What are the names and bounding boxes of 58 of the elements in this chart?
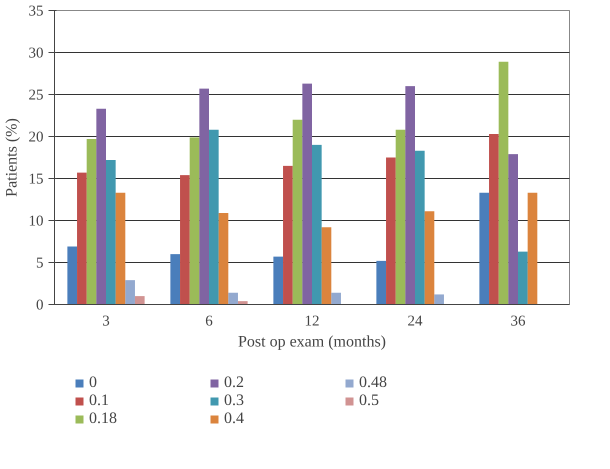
bar <box>116 192 126 304</box>
y-tick-label: 25 <box>28 88 44 104</box>
y-tick-label: 5 <box>36 256 44 272</box>
y-tick-label: 10 <box>28 214 44 230</box>
legend-label: 0.4 <box>224 410 245 428</box>
bar <box>199 88 209 304</box>
legend-label: 0.18 <box>89 410 118 428</box>
bar <box>209 130 219 304</box>
bar <box>96 108 106 304</box>
x-tick-label: 36 <box>510 314 526 330</box>
y-tick-label: 30 <box>28 46 44 62</box>
bar <box>518 252 528 304</box>
bar <box>190 137 200 304</box>
bar <box>405 86 415 304</box>
bar <box>434 294 444 304</box>
bar <box>273 256 284 304</box>
y-tick-label: 15 <box>28 172 44 188</box>
bar <box>508 154 518 304</box>
bar <box>134 296 145 304</box>
bar <box>396 130 406 304</box>
bar <box>479 192 490 304</box>
x-tick-label: 12 <box>304 314 320 330</box>
legend-label: 0.1 <box>89 392 110 410</box>
legend-label: 0.48 <box>359 374 388 392</box>
bar <box>180 175 190 304</box>
bar <box>292 120 302 304</box>
legend-label: 0.5 <box>359 392 380 410</box>
x-tick-label: 3 <box>102 314 110 330</box>
bar <box>376 260 386 304</box>
bar <box>170 254 180 304</box>
legend-label: 0.2 <box>224 374 245 392</box>
bar <box>424 211 434 304</box>
bar <box>498 62 508 304</box>
bar <box>106 160 116 304</box>
bar <box>302 84 312 304</box>
y-axis-title: Patients (%) <box>4 118 20 197</box>
bar <box>77 172 87 304</box>
bar <box>228 292 238 304</box>
legend-label: 0.3 <box>224 392 245 410</box>
y-tick-label: 20 <box>28 130 44 146</box>
bar <box>125 280 135 304</box>
y-tick-label: 35 <box>28 4 44 20</box>
bar <box>283 166 293 304</box>
x-tick-label: 6 <box>205 314 214 330</box>
bar <box>86 139 96 304</box>
x-axis-title: Post op exam (months) <box>238 334 386 350</box>
bar <box>331 292 341 304</box>
bar <box>528 192 538 304</box>
bar <box>489 134 499 304</box>
bar <box>218 212 228 304</box>
bar <box>312 144 322 304</box>
bar <box>386 158 396 304</box>
x-tick-label: 24 <box>408 314 423 330</box>
legend-label: 0 <box>89 374 98 392</box>
bar <box>415 150 425 304</box>
bar <box>322 227 332 304</box>
bar <box>67 246 78 304</box>
y-tick-label: 0 <box>36 298 44 314</box>
